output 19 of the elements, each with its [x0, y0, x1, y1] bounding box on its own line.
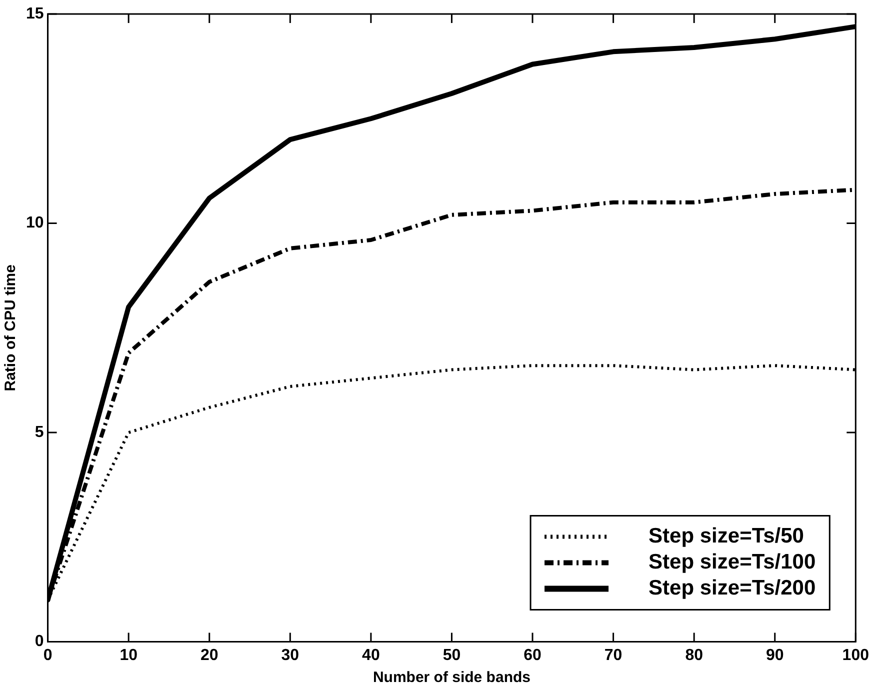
x-tick-label: 40 — [362, 646, 380, 664]
x-tick-label: 30 — [281, 646, 300, 664]
x-tick-label: 10 — [120, 646, 138, 664]
x-tick-label: 70 — [604, 646, 622, 664]
y-tick-label: 15 — [26, 5, 44, 22]
x-tick-label: 80 — [685, 646, 704, 664]
y-tick-label: 0 — [34, 633, 44, 650]
x-tick-label: 100 — [842, 646, 870, 664]
y-tick-label: 10 — [26, 214, 44, 232]
x-axis-title: Number of side bands — [372, 669, 530, 686]
y-axis-title: Ratio of CPU time — [2, 264, 20, 392]
x-tick-label: 20 — [200, 646, 218, 664]
x-tick-label: 60 — [524, 646, 542, 664]
x-tick-label: 50 — [442, 646, 461, 664]
y-tick-label: 5 — [34, 424, 44, 441]
x-tick-label: 90 — [766, 646, 784, 664]
legend-label: Step size=Ts/200 — [648, 576, 816, 600]
legend-label: Step size=Ts/100 — [648, 550, 816, 574]
legend-label: Step size=Ts/50 — [648, 524, 804, 548]
